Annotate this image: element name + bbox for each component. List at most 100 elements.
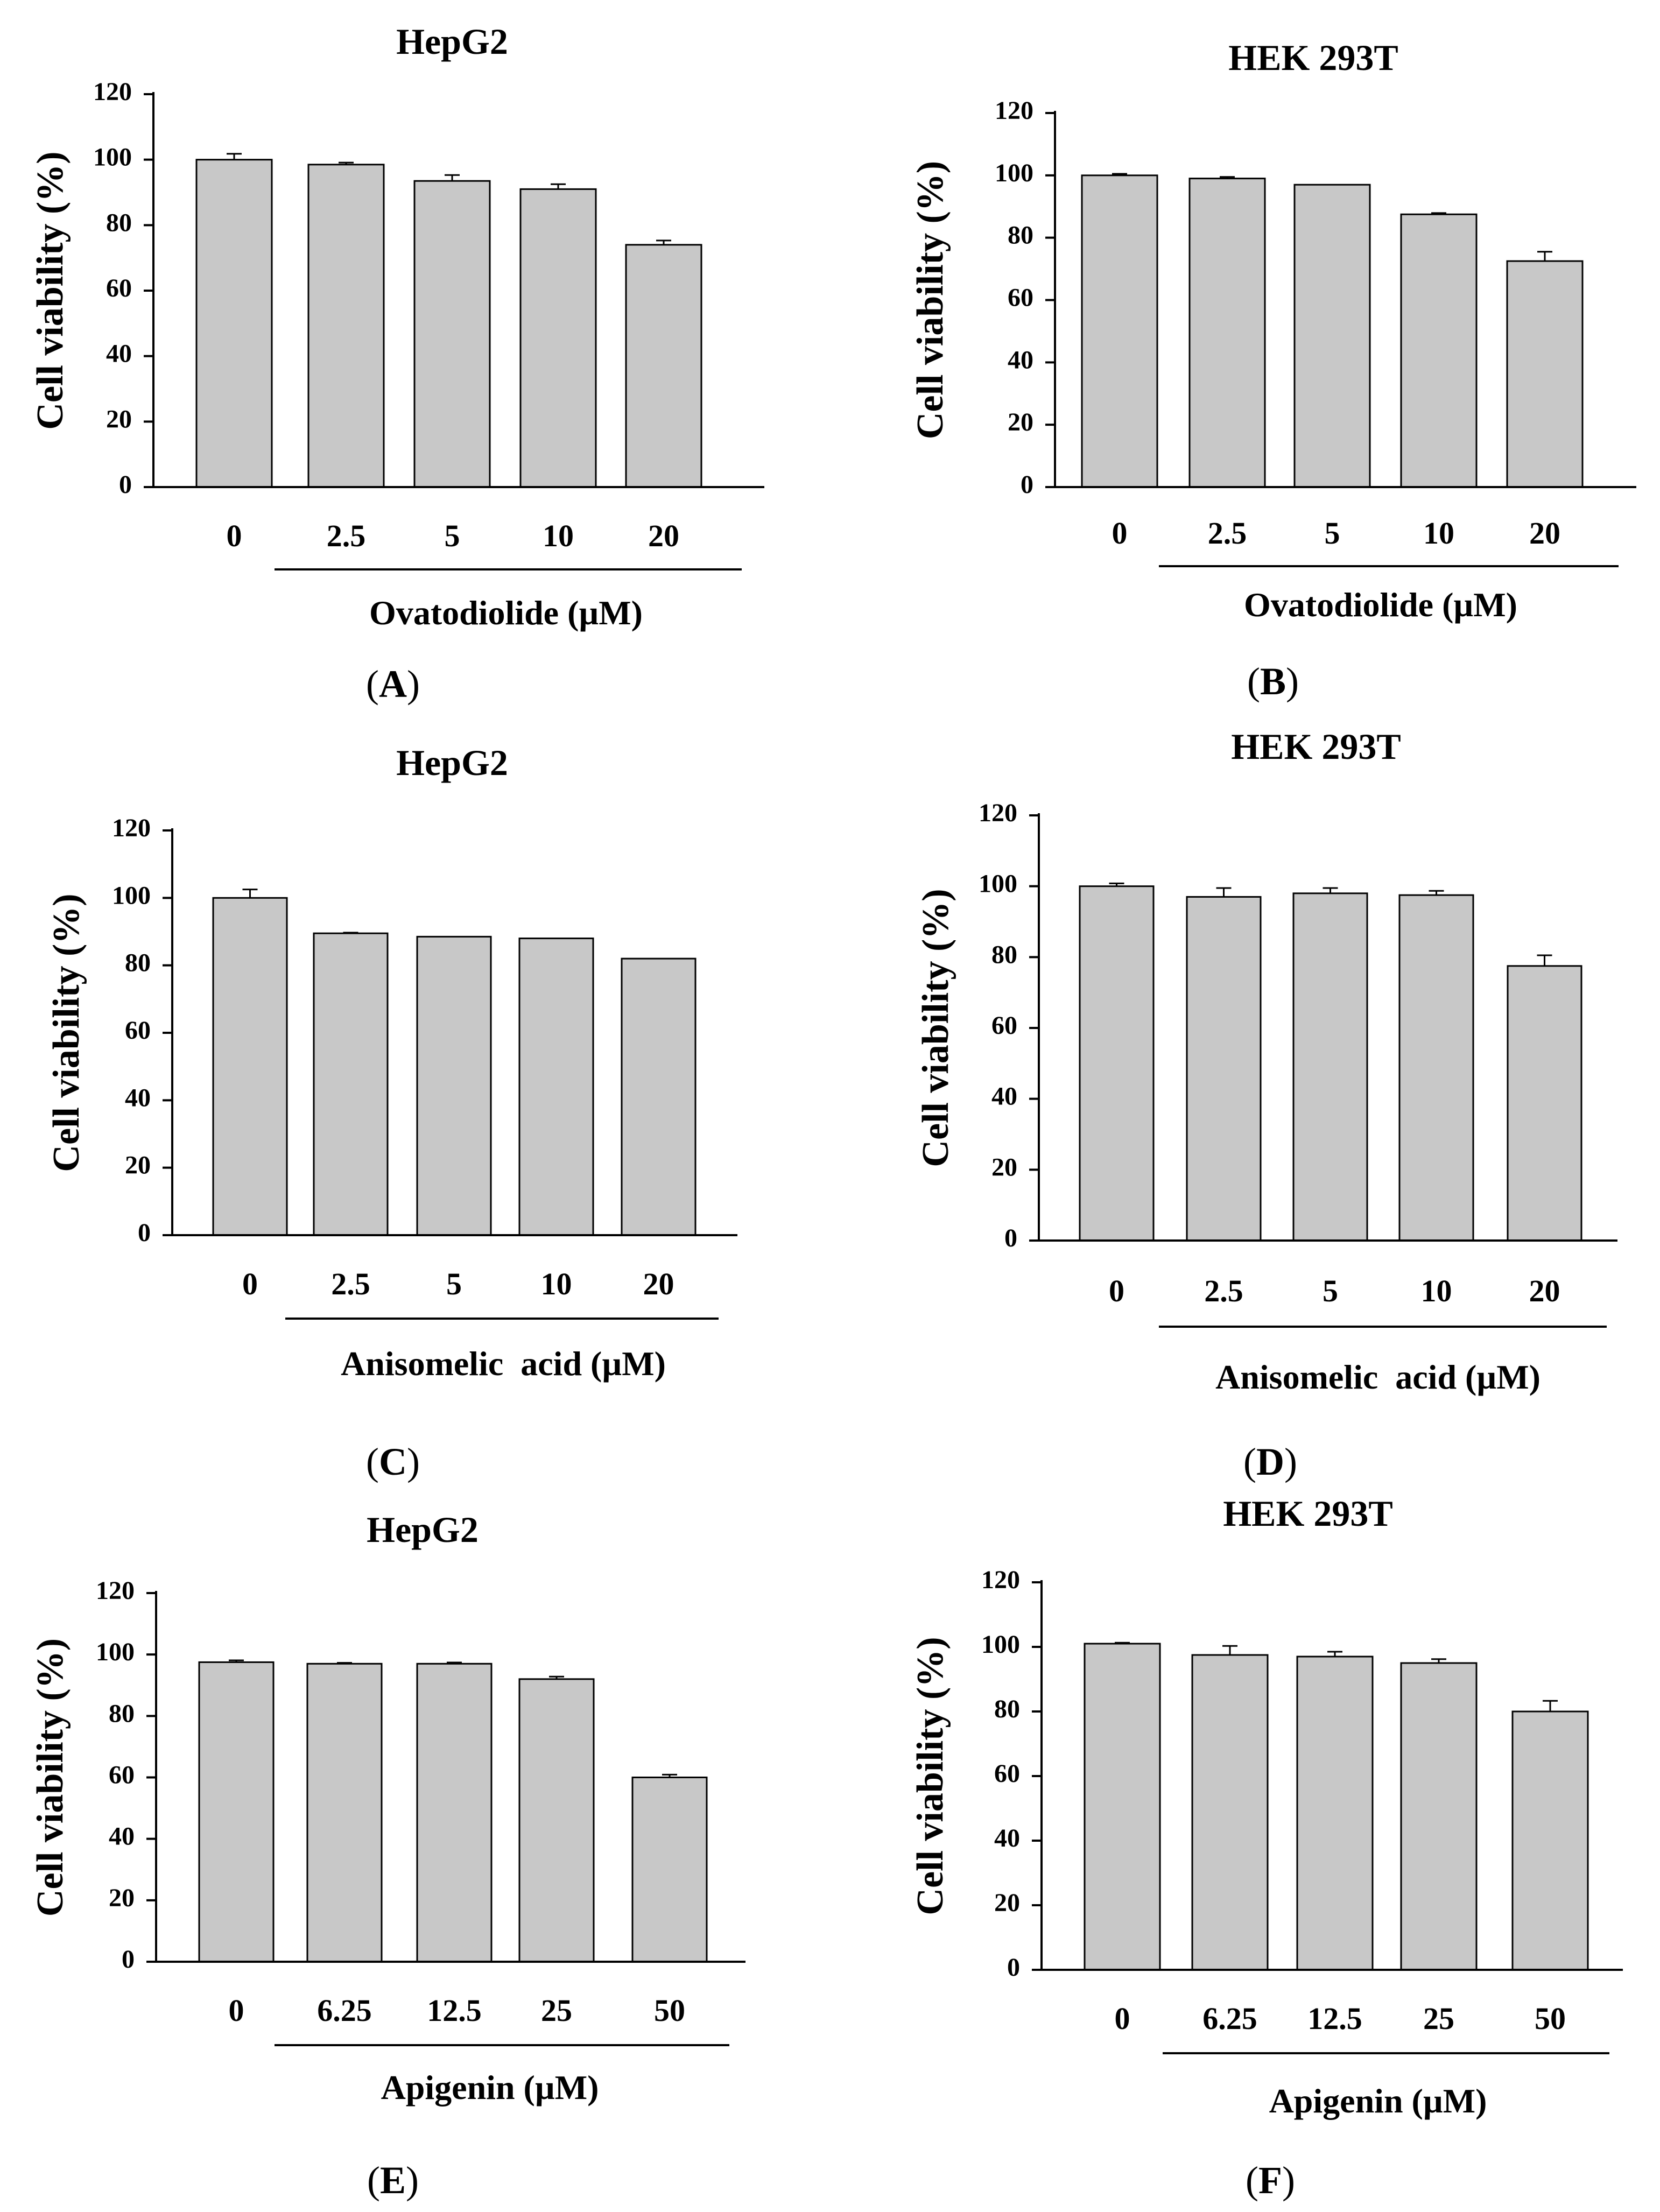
- y-tick-label: 0: [122, 1945, 135, 1974]
- y-axis-label: Cell viability (%): [46, 893, 87, 1172]
- bar: [631, 1777, 708, 1963]
- chart-panel-c: HepG2 Cell viability (%) 0 2.5 5 10 20 0 20 40 60 8…: [46, 742, 737, 1483]
- panel-letter: A: [379, 663, 407, 706]
- bar: [625, 244, 702, 488]
- x-tick-label: 0: [1115, 2001, 1130, 2036]
- bar: [413, 180, 491, 488]
- bar: [313, 932, 389, 1236]
- x-tick-label: 10: [1423, 516, 1454, 551]
- y-tick-label: 40: [1008, 346, 1033, 374]
- y-tick-label: 0: [138, 1218, 151, 1247]
- y-tick-label: 100: [93, 143, 132, 172]
- x-axis-label: Apigenin (µM): [381, 2068, 599, 2107]
- panel-label: (B): [1247, 660, 1299, 703]
- y-tick-label: 120: [981, 1566, 1020, 1594]
- x-tick-label: 2.5: [1204, 1273, 1243, 1308]
- x-tick-label: 50: [654, 1993, 685, 2028]
- x-tick-label: 2.5: [331, 1266, 370, 1301]
- y-axis-label: Cell viability (%): [30, 1638, 71, 1917]
- y-tick-label: 120: [96, 1576, 135, 1605]
- y-tick-label: 80: [106, 208, 132, 237]
- bar: [1188, 178, 1266, 488]
- y-tick-label: 80: [991, 940, 1017, 969]
- y-tick-label: 60: [991, 1011, 1017, 1040]
- y-tick-label: 120: [979, 799, 1017, 827]
- y-tick-label: 60: [106, 274, 132, 302]
- y-tick-label: 120: [93, 78, 132, 106]
- panel-label: (D): [1243, 1440, 1297, 1483]
- y-tick-label: 60: [125, 1016, 151, 1045]
- y-tick-label: 60: [1008, 284, 1033, 312]
- y-tick-label: 100: [112, 881, 151, 910]
- y-axis-label: Cell viability (%): [30, 151, 71, 429]
- y-tick-label: 40: [991, 1082, 1017, 1111]
- panel-label: (A): [366, 663, 420, 706]
- y-tick-label: 40: [125, 1083, 151, 1112]
- panel-letter: E: [380, 2159, 406, 2202]
- chart-title: HEK 293T: [1223, 1493, 1393, 1534]
- bar: [1400, 213, 1478, 488]
- bar: [1398, 894, 1474, 1242]
- y-tick-label: 100: [995, 159, 1033, 187]
- chart-title: HepG2: [367, 1509, 479, 1550]
- y-tick-label: 100: [979, 870, 1017, 898]
- panel-letter: D: [1256, 1440, 1284, 1483]
- x-tick-label: 20: [1529, 1273, 1560, 1308]
- chart-panel-f: HEK 293T Cell viability (%) 0 6.25 12.5 25 50 0…: [910, 1493, 1623, 2202]
- y-tick-label: 60: [994, 1759, 1020, 1788]
- chart-title: HEK 293T: [1231, 726, 1401, 767]
- y-tick-label: 20: [125, 1151, 151, 1180]
- y-axis-label: Cell viability (%): [915, 889, 956, 1167]
- y-tick-label: 20: [109, 1884, 135, 1912]
- y-tick-label: 80: [1008, 221, 1033, 250]
- x-tick-label: 20: [648, 518, 679, 553]
- x-tick-label: 25: [1423, 2001, 1454, 2036]
- panel-letter: F: [1258, 2159, 1282, 2202]
- bar: [195, 159, 273, 488]
- y-tick-label: 20: [106, 405, 132, 433]
- y-tick-label: 40: [109, 1822, 135, 1851]
- panel-label: (F): [1246, 2159, 1295, 2202]
- y-tick-label: 120: [995, 96, 1033, 125]
- bar: [1292, 892, 1368, 1242]
- y-tick-label: 20: [991, 1153, 1017, 1181]
- y-tick-label: 120: [112, 814, 151, 842]
- x-tick-label: 12.5: [427, 1993, 482, 2028]
- x-axis-label: Anisomelic acid (µM): [341, 1344, 666, 1383]
- y-axis-label: Cell viability (%): [910, 161, 951, 439]
- x-axis-label: Ovatodiolide (µM): [369, 594, 643, 632]
- x-axis-label: Anisomelic acid (µM): [1215, 1358, 1541, 1396]
- y-tick-label: 80: [994, 1695, 1020, 1723]
- y-tick-label: 60: [109, 1761, 135, 1790]
- y-tick-label: 40: [994, 1824, 1020, 1852]
- bar: [1296, 1656, 1374, 1971]
- bar: [212, 897, 288, 1236]
- bar: [1081, 174, 1158, 488]
- x-tick-label: 5: [445, 518, 460, 553]
- x-tick-label: 2.5: [1208, 516, 1247, 551]
- chart-title: HepG2: [396, 742, 508, 783]
- bar: [307, 164, 385, 488]
- x-tick-label: 20: [1529, 516, 1560, 551]
- x-tick-label: 10: [1421, 1273, 1452, 1308]
- y-tick-label: 80: [109, 1699, 135, 1728]
- x-tick-label: 0: [229, 1993, 244, 2028]
- y-tick-label: 20: [1008, 408, 1033, 436]
- bar: [1293, 184, 1371, 488]
- x-tick-label: 5: [1323, 1273, 1338, 1308]
- bar: [1506, 260, 1584, 488]
- y-tick-label: 100: [96, 1638, 135, 1666]
- bar: [1186, 896, 1262, 1242]
- y-tick-label: 0: [119, 470, 132, 499]
- x-tick-label: 12.5: [1307, 2001, 1362, 2036]
- panel-letter: C: [379, 1440, 407, 1483]
- x-tick-label: 50: [1535, 2001, 1566, 2036]
- y-axis-label: Cell viability (%): [910, 1637, 951, 1915]
- x-axis-label: Ovatodiolide (µM): [1244, 586, 1517, 624]
- bar: [1400, 1662, 1478, 1971]
- y-tick-label: 0: [1021, 470, 1033, 499]
- chart-panel-b: HEK 293T Cell viability (%) 0 2.5 5 10 20 0 20 40…: [910, 37, 1636, 703]
- x-tick-label: 10: [543, 518, 574, 553]
- panel-label: (E): [367, 2159, 419, 2202]
